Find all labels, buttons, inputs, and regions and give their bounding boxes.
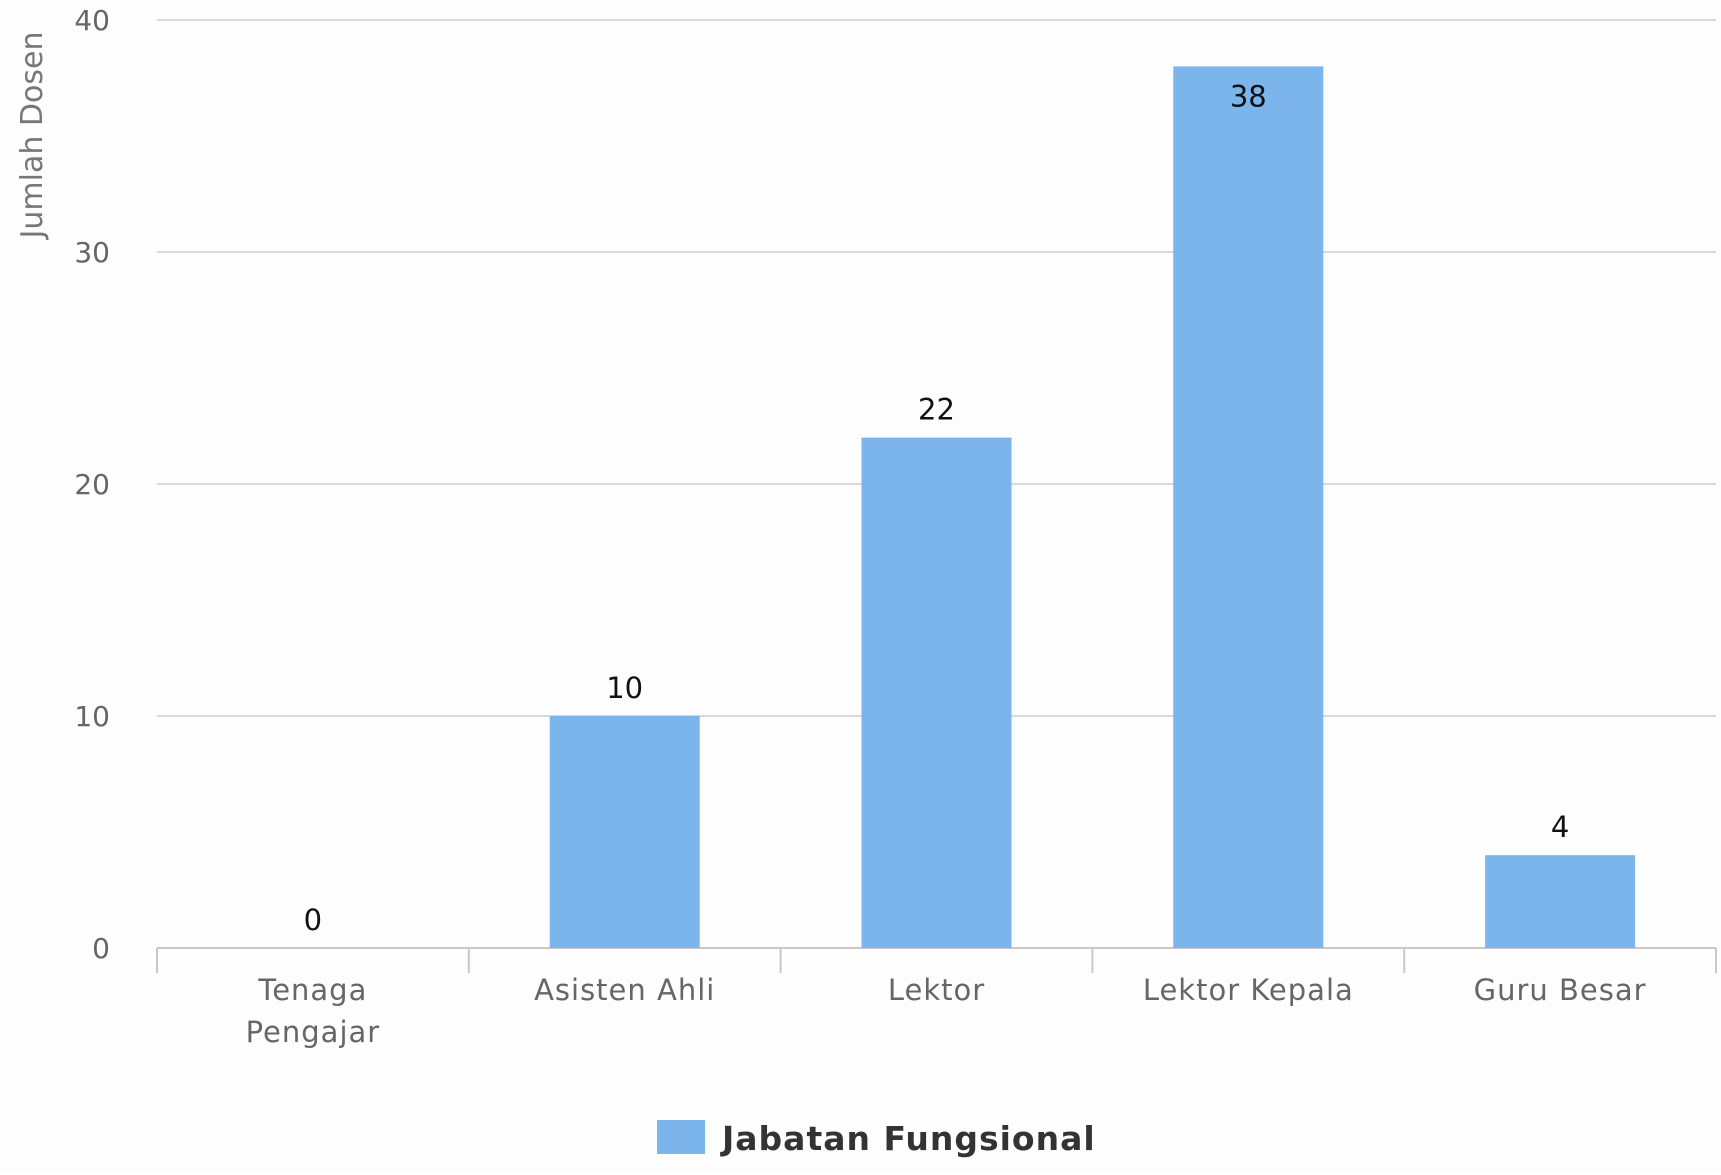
y-tick-label: 30	[74, 236, 110, 269]
y-tick-label: 40	[74, 4, 110, 37]
x-tick-label: Lektor Kepala	[1143, 973, 1354, 1007]
data-label: 38	[1230, 79, 1267, 113]
legend-label[interactable]: Jabatan Fungsional	[720, 1119, 1096, 1158]
data-label: 10	[606, 671, 643, 705]
y-tick-label: 0	[92, 932, 110, 965]
data-label: 4	[1551, 810, 1569, 844]
y-tick-label: 10	[74, 700, 110, 733]
x-tick-label: Pengajar	[246, 1015, 381, 1049]
x-tick-label: Asisten Ahli	[534, 973, 715, 1007]
bar-3[interactable]	[1173, 66, 1324, 948]
y-tick-label: 20	[74, 468, 110, 501]
bar-4[interactable]	[1485, 855, 1636, 948]
data-label: 0	[304, 903, 322, 937]
y-axis-title: Jumlah Dosen	[15, 32, 50, 241]
x-tick-label: Guru Besar	[1474, 973, 1647, 1007]
data-label: 22	[918, 393, 955, 427]
bar-2[interactable]	[861, 437, 1012, 948]
x-tick-label: Lektor	[888, 973, 985, 1007]
legend-swatch[interactable]	[657, 1120, 705, 1154]
x-tick-label: Tenaga	[257, 973, 367, 1007]
bar-1[interactable]	[549, 716, 700, 948]
